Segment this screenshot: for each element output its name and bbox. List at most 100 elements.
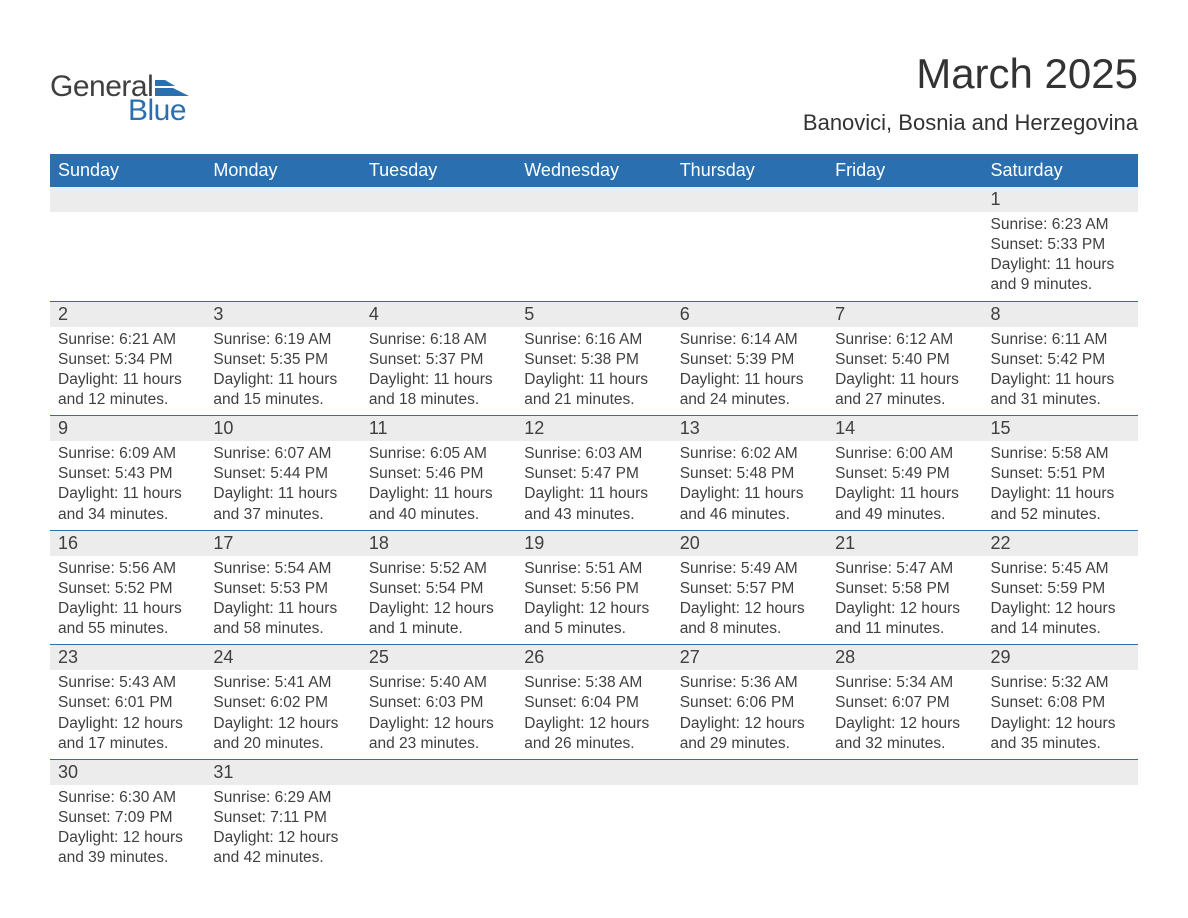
calendar-day-cell: 6Sunrise: 6:14 AMSunset: 5:39 PMDaylight… [672, 301, 827, 416]
day-details: Sunrise: 5:32 AMSunset: 6:08 PMDaylight:… [983, 670, 1138, 759]
sunrise-text: Sunrise: 5:47 AM [835, 559, 974, 579]
day-number: 10 [205, 416, 360, 441]
day-details: Sunrise: 6:07 AMSunset: 5:44 PMDaylight:… [205, 441, 360, 530]
dayname-header: Tuesday [361, 154, 516, 187]
day-details: Sunrise: 5:56 AMSunset: 5:52 PMDaylight:… [50, 556, 205, 645]
daylight-text: Daylight: 11 hours and 46 minutes. [680, 484, 819, 524]
day-details: Sunrise: 5:36 AMSunset: 6:06 PMDaylight:… [672, 670, 827, 759]
sunrise-text: Sunrise: 6:18 AM [369, 330, 508, 350]
sunrise-text: Sunrise: 5:41 AM [213, 673, 352, 693]
daylight-text: Daylight: 12 hours and 8 minutes. [680, 599, 819, 639]
sunrise-text: Sunrise: 6:12 AM [835, 330, 974, 350]
day-details: Sunrise: 5:58 AMSunset: 5:51 PMDaylight:… [983, 441, 1138, 530]
day-number [361, 187, 516, 212]
sunset-text: Sunset: 5:52 PM [58, 579, 197, 599]
sunset-text: Sunset: 5:53 PM [213, 579, 352, 599]
daylight-text: Daylight: 12 hours and 35 minutes. [991, 714, 1130, 754]
page-header: General Blue March 2025 Banovici, Bosnia… [50, 50, 1138, 136]
day-number: 8 [983, 302, 1138, 327]
day-details: Sunrise: 6:30 AMSunset: 7:09 PMDaylight:… [50, 785, 205, 874]
daylight-text: Daylight: 12 hours and 11 minutes. [835, 599, 974, 639]
day-number: 1 [983, 187, 1138, 212]
dayname-header: Sunday [50, 154, 205, 187]
sunrise-text: Sunrise: 5:52 AM [369, 559, 508, 579]
calendar-day-cell: 9Sunrise: 6:09 AMSunset: 5:43 PMDaylight… [50, 416, 205, 531]
calendar-day-cell: 30Sunrise: 6:30 AMSunset: 7:09 PMDayligh… [50, 759, 205, 873]
sunset-text: Sunset: 7:09 PM [58, 808, 197, 828]
daylight-text: Daylight: 12 hours and 5 minutes. [524, 599, 663, 639]
day-number: 24 [205, 645, 360, 670]
daylight-text: Daylight: 12 hours and 26 minutes. [524, 714, 663, 754]
calendar-day-cell: 24Sunrise: 5:41 AMSunset: 6:02 PMDayligh… [205, 645, 360, 760]
day-details: Sunrise: 5:43 AMSunset: 6:01 PMDaylight:… [50, 670, 205, 759]
daylight-text: Daylight: 12 hours and 20 minutes. [213, 714, 352, 754]
calendar-week-row: 16Sunrise: 5:56 AMSunset: 5:52 PMDayligh… [50, 530, 1138, 645]
day-details [827, 212, 982, 220]
day-details [672, 785, 827, 793]
day-details: Sunrise: 5:45 AMSunset: 5:59 PMDaylight:… [983, 556, 1138, 645]
day-details [50, 212, 205, 220]
dayname-header: Monday [205, 154, 360, 187]
day-details: Sunrise: 5:52 AMSunset: 5:54 PMDaylight:… [361, 556, 516, 645]
calendar-day-cell [672, 187, 827, 301]
calendar-day-cell: 10Sunrise: 6:07 AMSunset: 5:44 PMDayligh… [205, 416, 360, 531]
day-details [516, 785, 671, 793]
daylight-text: Daylight: 11 hours and 12 minutes. [58, 370, 197, 410]
sunrise-text: Sunrise: 5:38 AM [524, 673, 663, 693]
calendar-week-row: 30Sunrise: 6:30 AMSunset: 7:09 PMDayligh… [50, 759, 1138, 873]
calendar-header-row: Sunday Monday Tuesday Wednesday Thursday… [50, 154, 1138, 187]
day-number: 3 [205, 302, 360, 327]
sunset-text: Sunset: 5:54 PM [369, 579, 508, 599]
day-number: 13 [672, 416, 827, 441]
sunset-text: Sunset: 5:47 PM [524, 464, 663, 484]
daylight-text: Daylight: 11 hours and 27 minutes. [835, 370, 974, 410]
calendar-day-cell [983, 759, 1138, 873]
calendar-day-cell: 23Sunrise: 5:43 AMSunset: 6:01 PMDayligh… [50, 645, 205, 760]
sunset-text: Sunset: 5:44 PM [213, 464, 352, 484]
sunrise-text: Sunrise: 5:36 AM [680, 673, 819, 693]
sunrise-text: Sunrise: 5:54 AM [213, 559, 352, 579]
sunrise-text: Sunrise: 5:49 AM [680, 559, 819, 579]
calendar-week-row: 2Sunrise: 6:21 AMSunset: 5:34 PMDaylight… [50, 301, 1138, 416]
day-number: 15 [983, 416, 1138, 441]
daylight-text: Daylight: 12 hours and 42 minutes. [213, 828, 352, 868]
calendar-day-cell: 29Sunrise: 5:32 AMSunset: 6:08 PMDayligh… [983, 645, 1138, 760]
day-details: Sunrise: 5:34 AMSunset: 6:07 PMDaylight:… [827, 670, 982, 759]
location-subtitle: Banovici, Bosnia and Herzegovina [803, 110, 1138, 136]
sunrise-text: Sunrise: 6:05 AM [369, 444, 508, 464]
day-number: 27 [672, 645, 827, 670]
sunset-text: Sunset: 7:11 PM [213, 808, 352, 828]
daylight-text: Daylight: 11 hours and 55 minutes. [58, 599, 197, 639]
sunset-text: Sunset: 5:35 PM [213, 350, 352, 370]
dayname-header: Thursday [672, 154, 827, 187]
daylight-text: Daylight: 11 hours and 58 minutes. [213, 599, 352, 639]
sunset-text: Sunset: 5:42 PM [991, 350, 1130, 370]
dayname-header: Saturday [983, 154, 1138, 187]
calendar-day-cell: 3Sunrise: 6:19 AMSunset: 5:35 PMDaylight… [205, 301, 360, 416]
daylight-text: Daylight: 11 hours and 52 minutes. [991, 484, 1130, 524]
day-details: Sunrise: 6:21 AMSunset: 5:34 PMDaylight:… [50, 327, 205, 416]
sunrise-text: Sunrise: 6:07 AM [213, 444, 352, 464]
calendar-day-cell [361, 759, 516, 873]
daylight-text: Daylight: 11 hours and 43 minutes. [524, 484, 663, 524]
sunrise-text: Sunrise: 5:32 AM [991, 673, 1130, 693]
day-number: 20 [672, 531, 827, 556]
daylight-text: Daylight: 11 hours and 49 minutes. [835, 484, 974, 524]
day-number [827, 187, 982, 212]
calendar-day-cell: 31Sunrise: 6:29 AMSunset: 7:11 PMDayligh… [205, 759, 360, 873]
sunset-text: Sunset: 5:43 PM [58, 464, 197, 484]
day-number [516, 187, 671, 212]
day-details: Sunrise: 6:03 AMSunset: 5:47 PMDaylight:… [516, 441, 671, 530]
day-details: Sunrise: 6:12 AMSunset: 5:40 PMDaylight:… [827, 327, 982, 416]
calendar-day-cell: 15Sunrise: 5:58 AMSunset: 5:51 PMDayligh… [983, 416, 1138, 531]
day-number: 4 [361, 302, 516, 327]
day-details: Sunrise: 6:18 AMSunset: 5:37 PMDaylight:… [361, 327, 516, 416]
sunrise-text: Sunrise: 5:34 AM [835, 673, 974, 693]
calendar-day-cell [205, 187, 360, 301]
calendar-day-cell: 21Sunrise: 5:47 AMSunset: 5:58 PMDayligh… [827, 530, 982, 645]
sunrise-text: Sunrise: 5:40 AM [369, 673, 508, 693]
day-number: 7 [827, 302, 982, 327]
sunrise-text: Sunrise: 5:51 AM [524, 559, 663, 579]
sunset-text: Sunset: 5:58 PM [835, 579, 974, 599]
calendar-day-cell [827, 759, 982, 873]
